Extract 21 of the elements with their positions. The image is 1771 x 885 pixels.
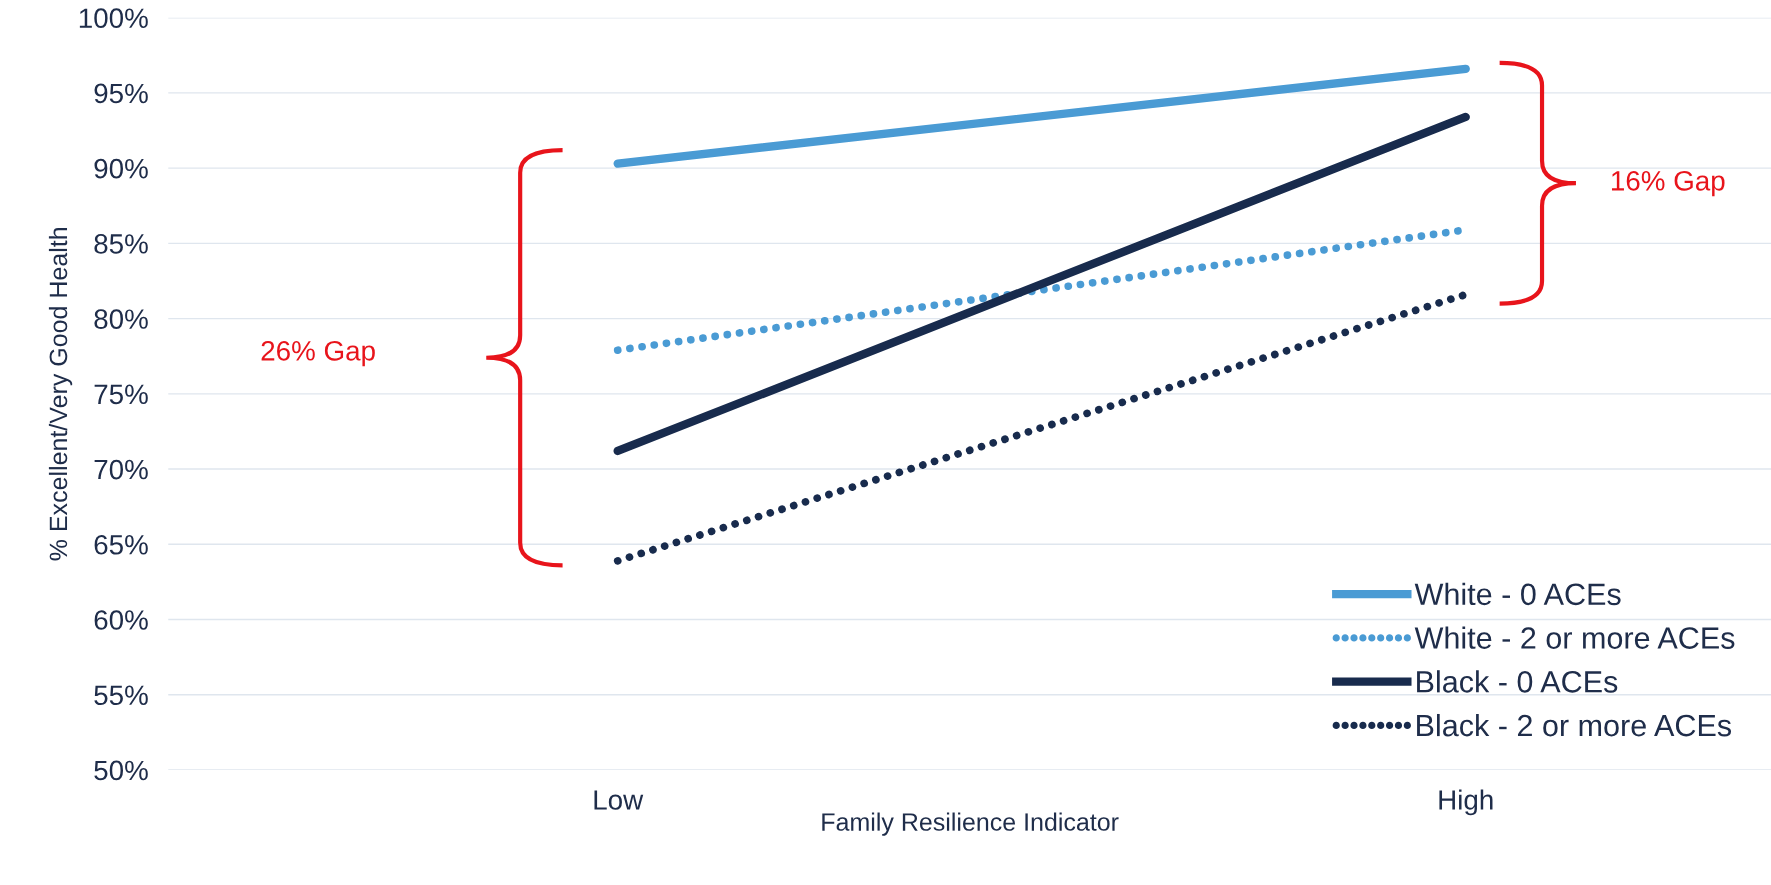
- y-axis-title: % Excellent/Very Good Health: [48, 227, 73, 561]
- legend-label: White - 0 ACEs: [1414, 582, 1621, 606]
- y-tick-label: 100%: [79, 8, 148, 29]
- x-tick-label: High: [1439, 789, 1493, 816]
- y-tick-label: 80%: [94, 309, 148, 329]
- y-tick-label: 70%: [94, 459, 148, 480]
- annotation: 16% Gap: [1611, 170, 1725, 197]
- legend-label: Black - 0 ACEs: [1417, 670, 1618, 693]
- legend-label: White - 2 or more ACEs: [1414, 626, 1735, 649]
- x-axis-title: Family Resilience Indicator: [822, 812, 1119, 836]
- y-tick-label: 55%: [94, 685, 148, 706]
- annotation: 26% Gap: [261, 340, 375, 367]
- y-tick-label: 95%: [94, 83, 148, 104]
- y-tick-label: 85%: [94, 234, 148, 254]
- x-tick-label: Low: [594, 790, 644, 810]
- y-tick-label: 75%: [94, 384, 148, 405]
- y-tick-label: 60%: [94, 610, 148, 630]
- y-tick-label: 65%: [94, 534, 148, 555]
- legend-label: Black - 2 or more ACEs: [1417, 713, 1732, 737]
- y-tick-label: 90%: [94, 158, 148, 179]
- y-tick-label: 50%: [94, 760, 148, 781]
